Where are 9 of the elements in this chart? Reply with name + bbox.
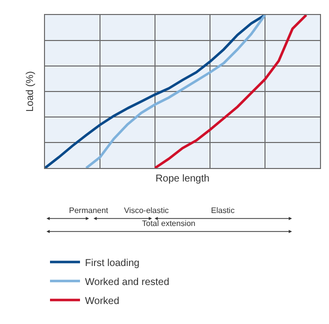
legend-label: Worked and rested — [85, 276, 170, 288]
legend-label: First loading — [85, 258, 140, 269]
text: Visco-elastic — [124, 206, 169, 215]
y-axis-title: Load (%) — [25, 71, 36, 112]
x-axis-title: Rope length — [156, 174, 210, 184]
legend-label: Worked — [85, 296, 120, 307]
text: Total extension — [142, 219, 196, 228]
text: Elastic — [211, 206, 235, 215]
text: Permanent — [69, 206, 109, 215]
